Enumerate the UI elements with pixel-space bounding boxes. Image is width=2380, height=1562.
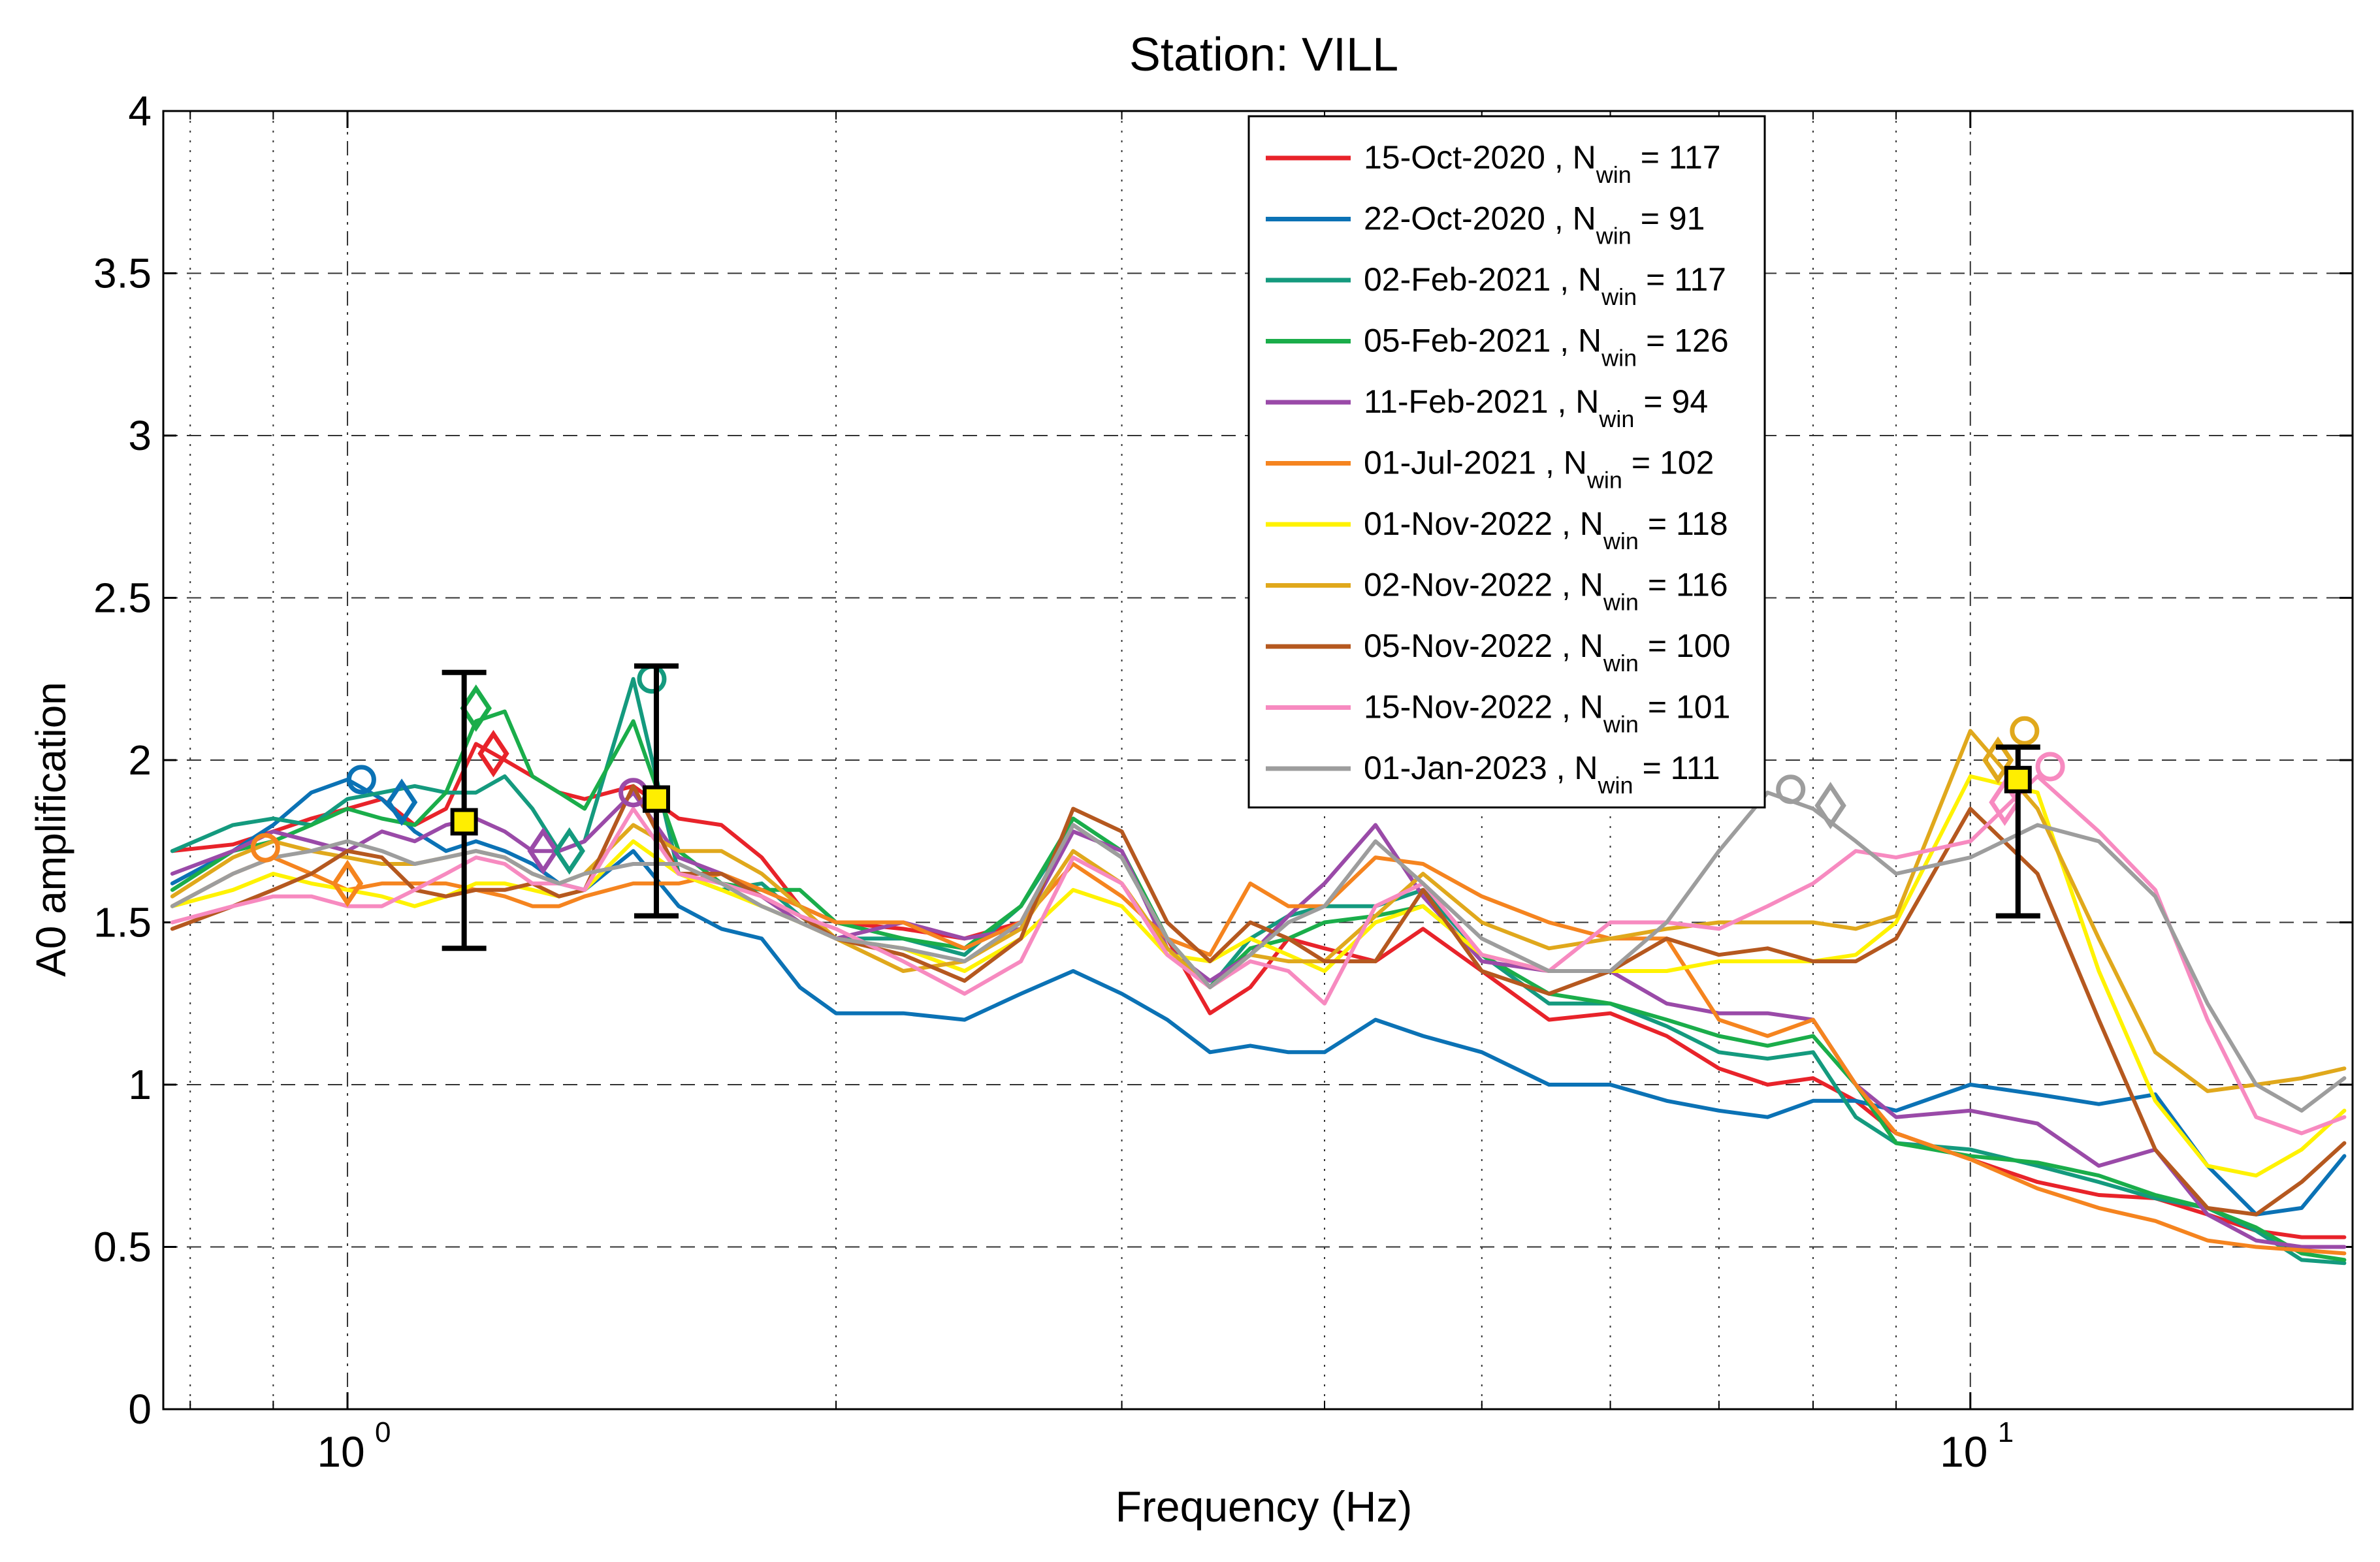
x-tick-label: 10 bbox=[317, 1427, 364, 1476]
legend-label-value: = 117 bbox=[1641, 139, 1721, 176]
series-layer bbox=[170, 677, 2347, 1266]
y-tick-label: 1.5 bbox=[93, 899, 152, 946]
x-axis-label: Frequency (Hz) bbox=[1116, 1482, 1413, 1531]
legend-label-value: = 102 bbox=[1632, 445, 1714, 481]
y-tick-label: 1 bbox=[128, 1061, 152, 1108]
y-tick-label: 4 bbox=[128, 88, 152, 135]
peak-marker-diamond bbox=[477, 729, 509, 778]
legend-label-subscript: win bbox=[1601, 345, 1637, 372]
axes: 0 0.5 1 1.5 2 2.5 3 3.5 4 10 0 10 1 bbox=[93, 88, 2354, 1476]
marker-layer bbox=[250, 664, 2065, 908]
y-tick-label: 2.5 bbox=[93, 575, 152, 622]
legend-label-value: = 117 bbox=[1646, 261, 1726, 298]
legend-label: 02-Feb-2021 , N bbox=[1364, 261, 1601, 298]
legend-label-subscript: win bbox=[1603, 711, 1639, 738]
series-line-11 bbox=[170, 790, 2347, 1113]
peak-marker-diamond bbox=[527, 827, 559, 875]
peak-marker-diamond bbox=[1982, 736, 2014, 784]
peak-marker-circle bbox=[1776, 774, 1806, 805]
peak-marker-diamond bbox=[385, 778, 418, 826]
legend-label-subscript: win bbox=[1598, 772, 1633, 799]
legend-label: 15-Nov-2022 , N bbox=[1364, 689, 1603, 725]
y-tick-label: 3 bbox=[128, 412, 152, 459]
peak-marker-circle bbox=[346, 765, 376, 795]
series-line-7 bbox=[170, 774, 2347, 1178]
mean-marker bbox=[2004, 765, 2032, 793]
peak-marker-diamond bbox=[331, 859, 364, 908]
legend-label: 05-Nov-2022 , N bbox=[1364, 628, 1603, 664]
series-line-10 bbox=[170, 774, 2347, 1136]
legend-label-value: = 118 bbox=[1648, 505, 1728, 542]
chart-title: Station: VILL bbox=[1129, 29, 1398, 81]
mean-marker bbox=[642, 785, 670, 813]
peak-marker-diamond bbox=[1989, 778, 2021, 826]
y-tick-label: 0.5 bbox=[93, 1224, 152, 1271]
legend-label: 01-Nov-2022 , N bbox=[1364, 505, 1603, 542]
y-tick-label: 3.5 bbox=[93, 250, 152, 297]
errorbar-layer bbox=[442, 663, 2040, 951]
peak-marker-circle bbox=[250, 833, 280, 863]
legend-label-value: = 126 bbox=[1646, 323, 1729, 359]
y-tick-label: 2 bbox=[128, 737, 152, 784]
x-tick-exponent: 0 bbox=[375, 1416, 391, 1448]
axes-frame bbox=[162, 110, 2354, 1411]
legend-label: 11-Feb-2021 , N bbox=[1364, 383, 1599, 420]
x-tick-exponent: 1 bbox=[1998, 1416, 2014, 1448]
legend-label-value: = 91 bbox=[1641, 200, 1705, 237]
legend-label: 22-Oct-2020 , N bbox=[1364, 200, 1596, 237]
legend-label-subscript: win bbox=[1601, 283, 1637, 310]
legend-label-value: = 94 bbox=[1643, 383, 1708, 420]
legend-label-value: = 100 bbox=[1648, 628, 1731, 664]
series-line-9 bbox=[170, 784, 2347, 1217]
peak-marker-diamond bbox=[460, 684, 492, 732]
series-line-2 bbox=[170, 777, 2347, 1217]
legend-label: 05-Feb-2021 , N bbox=[1364, 323, 1601, 359]
y-axis-label: A0 amplification bbox=[27, 682, 74, 977]
legend-label-value: = 111 bbox=[1643, 750, 1720, 786]
legend-label: 15-Oct-2020 , N bbox=[1364, 139, 1596, 176]
peak-marker-circle bbox=[2035, 752, 2065, 782]
peak-marker-diamond bbox=[553, 827, 585, 875]
legend-label-subscript: win bbox=[1598, 406, 1634, 432]
legend-label-subscript: win bbox=[1596, 161, 1632, 188]
y-tick-label: 0 bbox=[128, 1386, 152, 1433]
peak-marker-diamond bbox=[1814, 782, 1846, 829]
legend-label-subscript: win bbox=[1603, 650, 1639, 677]
legend-label-subscript: win bbox=[1603, 589, 1639, 616]
legend-label-subscript: win bbox=[1603, 528, 1639, 554]
legend-label: 01-Jan-2023 , N bbox=[1364, 750, 1598, 786]
legend-label: 01-Jul-2021 , N bbox=[1364, 445, 1587, 481]
legend-label: 02-Nov-2022 , N bbox=[1364, 567, 1603, 603]
legend-label-value: = 116 bbox=[1648, 567, 1728, 603]
x-tick-label: 10 bbox=[1940, 1427, 1987, 1476]
legend-label-value: = 101 bbox=[1648, 689, 1731, 725]
legend-label-subscript: win bbox=[1586, 467, 1622, 494]
peak-marker-circle bbox=[2010, 716, 2040, 746]
legend-label-subscript: win bbox=[1596, 223, 1632, 249]
mean-marker bbox=[450, 808, 478, 836]
